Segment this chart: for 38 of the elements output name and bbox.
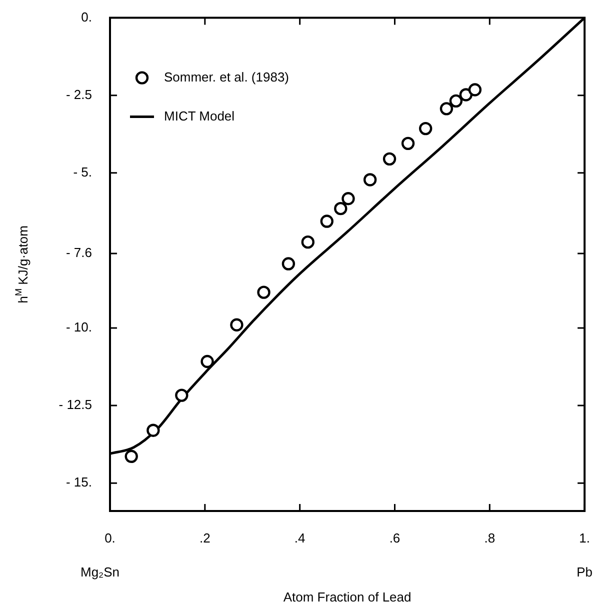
x-axis-title: Atom Fraction of Lead (283, 590, 412, 605)
y-tick-label: - 7.6 (66, 245, 92, 260)
point (363, 173, 377, 186)
point (282, 257, 296, 270)
legend-label: Sommer. et al. (1983) (164, 69, 289, 84)
point (382, 152, 396, 166)
point (449, 94, 463, 108)
x-tick-label: .6 (389, 530, 400, 546)
y-tick-label: - 12.5 (58, 397, 92, 412)
point (440, 102, 454, 116)
point (230, 318, 244, 332)
x-tick-label: 0. (104, 530, 116, 546)
point (468, 83, 482, 96)
point (342, 192, 355, 206)
x-tick-label: .8 (484, 530, 496, 546)
point (418, 122, 432, 136)
y-tick-label: - 2.5 (66, 86, 92, 102)
text: Pb (576, 564, 593, 580)
legend-label: MICT Model (164, 108, 235, 124)
point (175, 388, 188, 402)
point (257, 286, 270, 299)
point (124, 450, 138, 464)
y-tick-label: - 10. (66, 320, 92, 335)
y-tick-label: - 5. (73, 164, 92, 180)
y-axis-title: hM KJ/g·atom (13, 226, 31, 304)
point (459, 88, 473, 102)
point (320, 214, 334, 228)
text: Mg₂Sn (80, 564, 120, 580)
x-tick-label: .4 (294, 530, 306, 546)
point (401, 136, 415, 150)
x-tick-label: 1. (579, 530, 590, 546)
point (301, 235, 314, 249)
point (146, 424, 160, 437)
y-tick-label: 0. (81, 9, 92, 24)
y-tick-label: - 15. (66, 474, 92, 490)
point (334, 202, 348, 216)
x-tick-label: .2 (199, 530, 210, 546)
point (200, 354, 214, 368)
